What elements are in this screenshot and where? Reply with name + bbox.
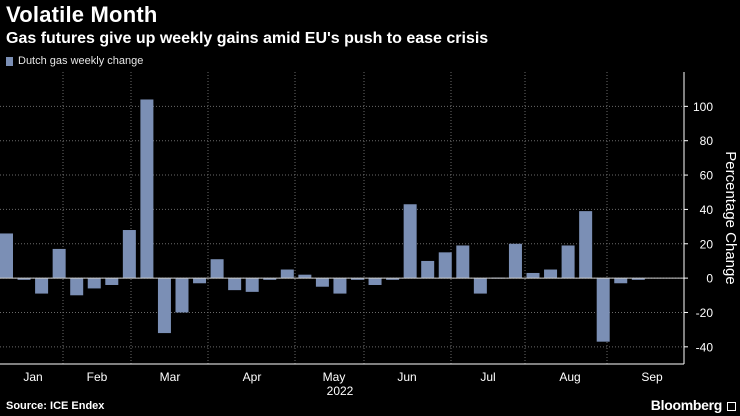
bar-9 [157,278,171,334]
bar-6 [105,278,119,285]
bar-2 [35,278,49,294]
bar-36 [631,278,645,280]
x-tick-label-feb: Feb [87,370,108,384]
y-tick-label-40: 40 [700,203,714,217]
x-axis-year-label: 2022 [327,384,354,398]
bar-27 [473,278,487,294]
bar-7 [122,230,136,279]
bar-1 [17,278,31,280]
source-note: Source: ICE Endex [6,400,105,412]
bar-24 [421,260,435,279]
x-tick-label-jan: Jan [23,370,42,384]
x-tick-label-jul: Jul [480,370,495,384]
bar-17 [298,274,312,279]
brand-mark-icon [727,402,736,411]
bar-12 [210,259,224,279]
legend-label: Dutch gas weekly change [18,55,144,67]
chart-subtitle: Gas futures give up weekly gains amid EU… [6,30,489,47]
x-tick-label-apr: Apr [243,370,262,384]
x-tick-label-jun: Jun [397,370,416,384]
bar-4 [70,278,84,296]
bar-21 [368,278,382,285]
bar-22 [386,278,400,280]
bar-23 [403,204,417,279]
legend-swatch [6,56,13,66]
bar-29 [508,243,522,279]
bar-15 [263,278,277,280]
y-tick-label--40: -40 [696,340,714,354]
bar-34 [596,278,610,342]
y-tick-label-60: 60 [700,169,714,183]
bar-32 [561,245,575,279]
y-tick-label-0: 0 [706,272,713,286]
bar-5 [87,278,101,289]
bar-18 [315,278,329,287]
bar-3 [52,248,66,279]
bar-35 [614,278,628,284]
brand-logo: Bloomberg [650,397,723,413]
y-tick-label-20: 20 [700,237,714,251]
bar-19 [333,278,347,294]
bar-31 [544,269,558,279]
bar-25 [438,252,452,279]
y-tick-label--20: -20 [696,306,714,320]
chart-title: Volatile Month [6,2,158,27]
legend: Dutch gas weekly change [6,55,143,67]
x-tick-label-mar: Mar [160,370,181,384]
bar-16 [280,269,294,279]
x-tick-label-sep: Sep [641,370,663,384]
y-tick-label-100: 100 [693,100,713,114]
bar-30 [526,272,540,279]
bar-13 [228,278,242,291]
bar-8 [140,99,154,279]
bar-20 [351,278,364,280]
y-tick-label-80: 80 [700,134,714,148]
bar-10 [175,278,189,313]
bar-14 [245,278,259,292]
y-axis-title: Percentage Change [722,151,739,284]
x-tick-label-may: May [323,370,346,384]
bar-11 [193,278,207,284]
bar-26 [456,245,470,279]
bar-0 [0,233,13,279]
bar-33 [579,211,593,279]
x-tick-label-aug: Aug [559,370,580,384]
